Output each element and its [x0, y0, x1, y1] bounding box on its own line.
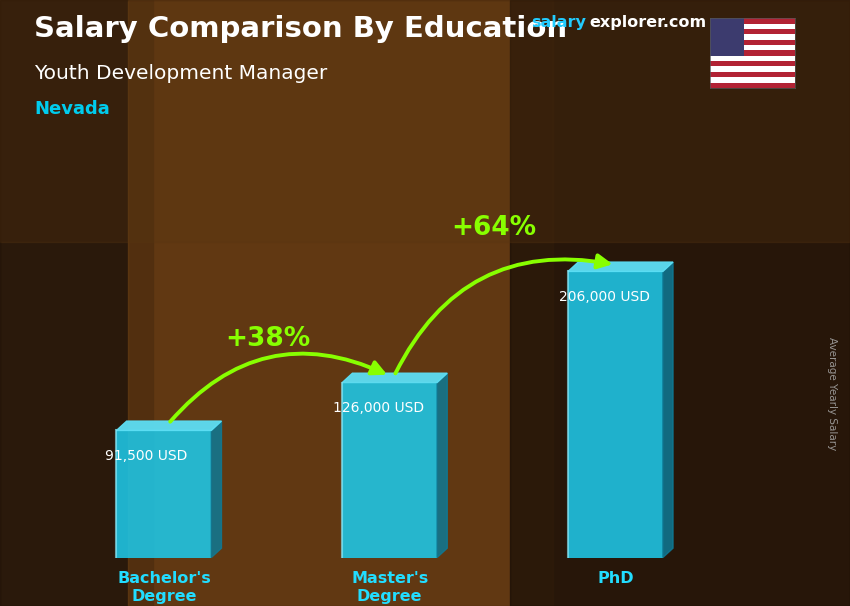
Text: Nevada: Nevada	[34, 100, 110, 118]
Text: Youth Development Manager: Youth Development Manager	[34, 64, 327, 82]
Bar	[568, 271, 663, 558]
Text: +38%: +38%	[225, 326, 310, 352]
Polygon shape	[0, 0, 153, 606]
Bar	[710, 24, 795, 29]
Text: 206,000 USD: 206,000 USD	[558, 290, 649, 304]
Bar	[710, 72, 795, 77]
Text: 126,000 USD: 126,000 USD	[333, 401, 424, 415]
Bar	[710, 18, 744, 56]
Bar	[710, 39, 795, 45]
Text: 91,500 USD: 91,500 USD	[105, 449, 187, 463]
Bar	[710, 35, 795, 39]
Bar	[116, 430, 212, 558]
Polygon shape	[568, 262, 673, 271]
Bar	[710, 50, 795, 56]
Polygon shape	[0, 0, 850, 242]
Polygon shape	[343, 373, 447, 382]
Polygon shape	[212, 421, 222, 558]
Text: Salary Comparison By Education: Salary Comparison By Education	[34, 15, 567, 43]
Polygon shape	[510, 0, 850, 606]
Polygon shape	[116, 421, 222, 430]
Bar	[710, 61, 795, 67]
Text: Average Yearly Salary: Average Yearly Salary	[827, 338, 837, 450]
Bar	[710, 56, 795, 61]
Polygon shape	[128, 0, 552, 606]
Text: +64%: +64%	[451, 215, 536, 241]
Bar	[343, 382, 437, 558]
Bar	[710, 29, 795, 35]
Polygon shape	[437, 373, 447, 558]
Text: explorer.com: explorer.com	[589, 15, 706, 30]
Polygon shape	[663, 262, 673, 558]
Bar	[710, 77, 795, 82]
Text: salary: salary	[531, 15, 586, 30]
Bar	[710, 82, 795, 88]
Bar	[710, 45, 795, 50]
Bar	[710, 67, 795, 72]
Bar	[710, 18, 795, 24]
